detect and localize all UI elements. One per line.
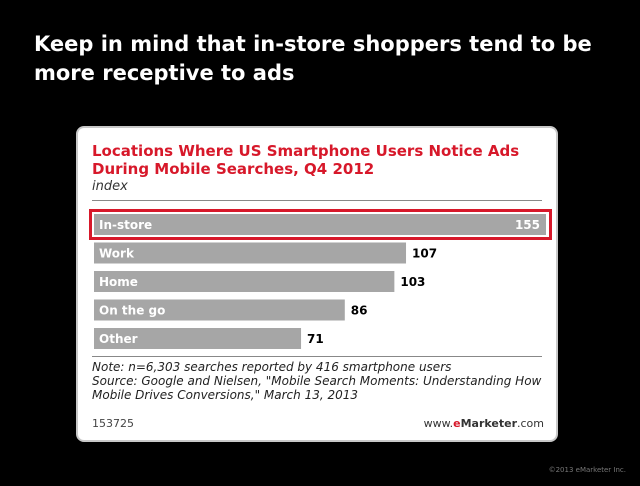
chart-card: Locations Where US Smartphone Users Noti… — [76, 126, 558, 442]
category-label-home: Home — [99, 275, 138, 289]
chart-subtitle: index — [92, 179, 128, 194]
highlight-box — [89, 209, 552, 240]
brand-prefix: www. — [423, 417, 454, 430]
bar-work — [94, 242, 407, 264]
source-text: Source: Google and Nielsen, "Mobile Sear… — [92, 374, 542, 402]
bar-home — [94, 271, 395, 292]
value-label-other: 71 — [307, 332, 324, 346]
chart-id: 153725 — [92, 417, 134, 430]
value-label-on-the-go: 86 — [351, 304, 368, 318]
note-text: Note: n=6,303 searches reported by 416 s… — [92, 360, 452, 374]
category-label-other: Other — [99, 332, 138, 346]
bar-on-the-go — [94, 299, 345, 321]
copyright: ©2013 eMarketer Inc. — [548, 466, 626, 474]
emarketer-logo: www.eMarketer.com — [424, 417, 544, 430]
bar-in-store — [94, 214, 546, 235]
category-label-work: Work — [99, 247, 135, 261]
bar-chart: In-store 155 Work 107 Home 103 On the go 86 Othe… — [94, 214, 546, 349]
category-label-on-the-go: On the go — [99, 304, 165, 318]
category-label-in-store: In-store — [99, 218, 152, 232]
bottom-divider — [92, 356, 542, 357]
value-label-work: 107 — [412, 247, 437, 261]
brand-suffix: .com — [517, 417, 544, 430]
brand-accent: e — [453, 417, 461, 430]
slide-title: Keep in mind that in-store shoppers tend… — [34, 32, 592, 85]
brand-name: Marketer — [460, 417, 517, 430]
chart-title: Locations Where US Smartphone Users Noti… — [92, 142, 520, 178]
value-label-home: 103 — [400, 275, 425, 289]
value-label-in-store: 155 — [515, 218, 540, 232]
chart-notes: Note: n=6,303 searches reported by 416 s… — [92, 360, 552, 402]
bar-other — [94, 328, 302, 349]
top-divider — [92, 200, 542, 201]
